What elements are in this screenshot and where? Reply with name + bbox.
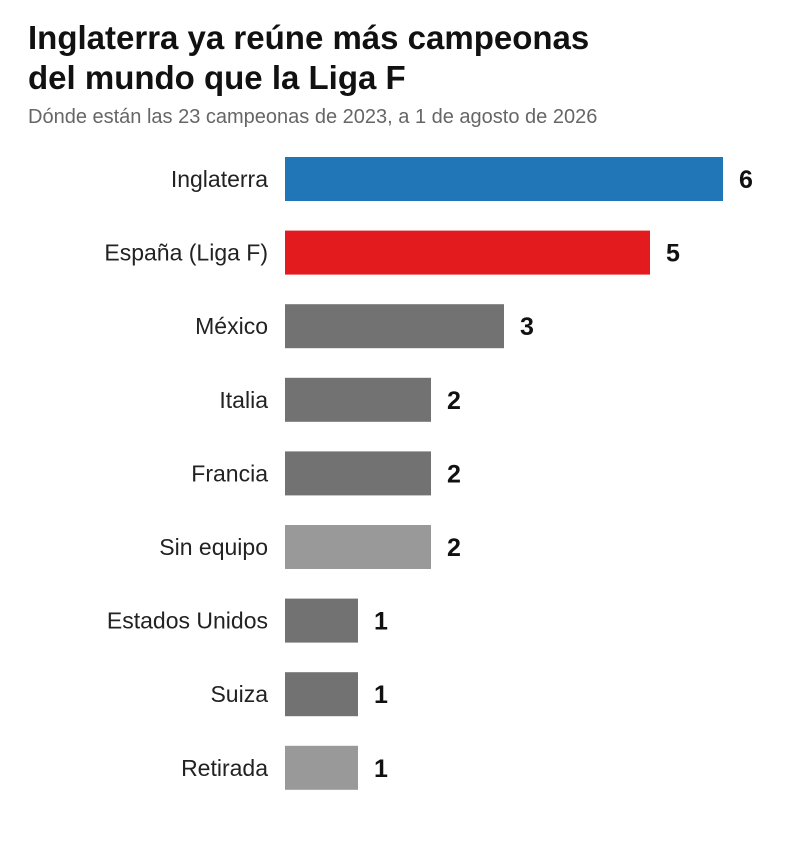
bar [285,672,358,717]
value-label: 3 [520,313,534,341]
category-label: México [195,313,268,339]
bar [285,377,431,422]
value-label: 5 [666,240,680,268]
bar [285,230,650,275]
bar [285,525,431,569]
chart-title-line-2: del mundo que la Liga F [28,59,406,96]
value-label: 2 [447,534,461,562]
chart-subtitle: Dónde están las 23 campeonas de 2023, a … [28,106,598,128]
bar [285,157,723,201]
bar [285,451,431,496]
category-label: Sin equipo [159,534,268,560]
category-label: Suiza [210,681,268,707]
chart-title-line-1: Inglaterra ya reúne más campeonas [28,19,590,56]
value-label: 1 [374,681,388,709]
bar [285,745,358,790]
category-label: Inglaterra [171,166,268,192]
category-label: Estados Unidos [107,608,268,634]
category-label: Francia [191,460,268,486]
value-label: 1 [374,755,388,783]
value-label: 2 [447,387,461,415]
category-label: España (Liga F) [104,240,268,266]
value-label: 2 [447,460,461,488]
chart-title: Inglaterra ya reúne más campeonas del mu… [28,18,768,98]
value-label: 6 [739,166,753,194]
bar [285,304,504,349]
category-label: Italia [219,387,268,413]
value-label: 1 [374,608,388,636]
category-label: Retirada [181,755,268,781]
bar-chart: Inglaterra 6 España (Liga F) 5 México 3 Italia… [104,157,753,790]
bar [285,598,358,643]
